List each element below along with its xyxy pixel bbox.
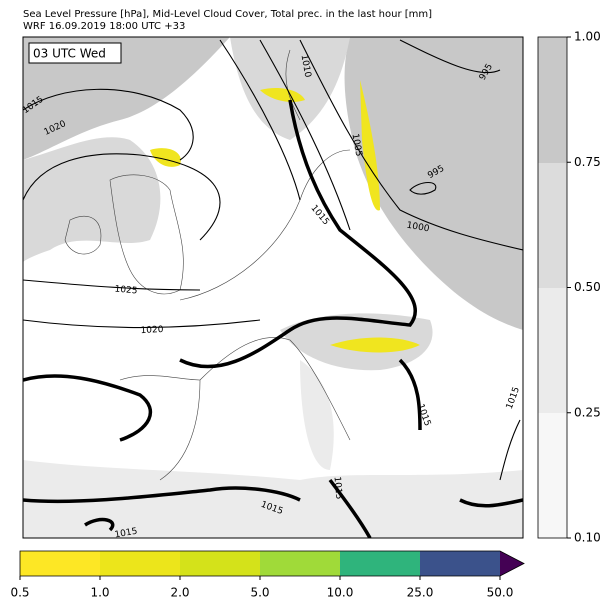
precip-area	[360, 80, 380, 211]
tick-label: 1.00	[574, 30, 601, 44]
cloud-area	[23, 37, 230, 160]
cloud-area	[300, 360, 334, 470]
colorbar-band	[20, 551, 100, 576]
precip-area	[260, 88, 305, 102]
tick-label: 10.0	[327, 586, 354, 600]
tick-label: 0.75	[574, 155, 601, 169]
title-line: Sea Level Pressure [hPa], Mid-Level Clou…	[23, 9, 432, 20]
tick-label: 1.0	[90, 586, 109, 600]
colorbar-band	[340, 551, 420, 576]
colorbar-band	[260, 551, 340, 576]
precip-area	[150, 148, 181, 167]
colorbar-band	[180, 551, 260, 576]
cloud-area	[23, 137, 161, 262]
tick-label: 5.0	[250, 586, 269, 600]
colorbar-band	[100, 551, 180, 576]
colorbar-band	[538, 163, 567, 288]
tick-label: 0.50	[574, 280, 601, 294]
tick-label: 50.0	[487, 586, 514, 600]
contour-label: 1010	[299, 54, 313, 79]
contour-label: 1025	[114, 285, 138, 297]
isobar-1015	[23, 99, 523, 538]
tick-label: 0.5	[10, 586, 29, 600]
tick-label: 0.25	[574, 405, 601, 419]
contour-label: 1005	[350, 133, 364, 157]
precip-area	[330, 337, 420, 353]
cloud-area	[230, 37, 350, 140]
contour-label: 1015	[332, 476, 344, 500]
subtitle-line: WRF 16.09.2019 18:00 UTC +33	[23, 21, 185, 32]
tick-label: 2.0	[170, 586, 189, 600]
map: 03 UTC Wed	[22, 36, 524, 539]
colorbar-band	[538, 413, 567, 538]
contour-label: 1000	[406, 221, 431, 235]
time-box	[28, 42, 122, 64]
cloud-colorbar: 0.10 0.25 0.50 0.75 1.00	[537, 30, 601, 545]
colorbar-band	[538, 288, 567, 413]
colorbar-extend	[500, 551, 524, 576]
colorbar-band	[420, 551, 500, 576]
tick-label: 0.10	[574, 531, 601, 545]
time-label: 03 UTC Wed	[33, 47, 106, 61]
isobar	[23, 39, 523, 481]
tick-label: 25.0	[407, 586, 434, 600]
contour-label: 1020	[140, 325, 164, 336]
colorbar-frame	[19, 550, 525, 577]
contour-label: 1015	[114, 527, 138, 541]
precip-colorbar: 0.5 1.0 2.0 5.0 10.0 25.0 50.0	[10, 550, 525, 600]
colorbar-band	[538, 37, 567, 163]
cloud-area	[23, 460, 523, 538]
map-frame	[22, 36, 524, 539]
